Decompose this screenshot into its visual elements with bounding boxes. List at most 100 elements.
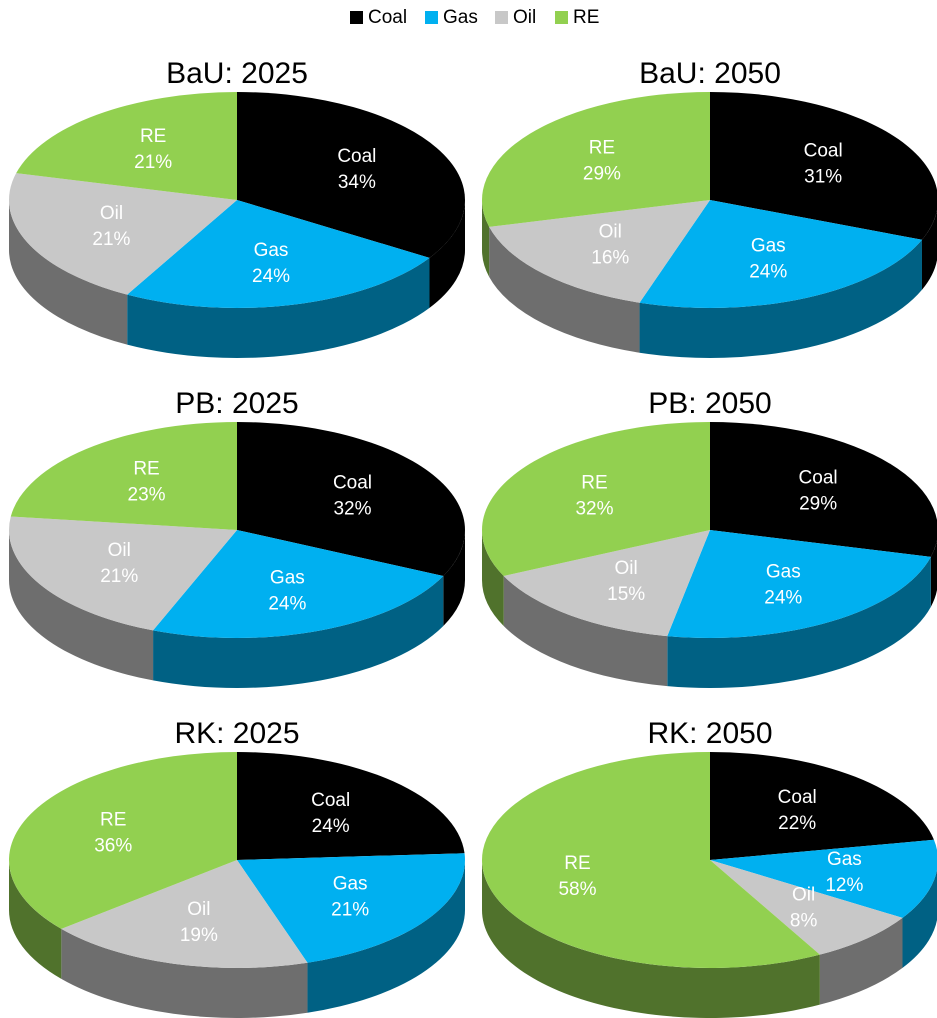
slice <box>710 92 937 240</box>
slice-category: Gas <box>333 873 368 894</box>
legend-swatch <box>555 11 568 24</box>
legend-swatch <box>425 11 438 24</box>
slice <box>482 92 710 227</box>
slice <box>16 92 237 200</box>
slice-category: RE <box>581 472 607 493</box>
slice-category: Gas <box>270 567 305 588</box>
slice-category: Coal <box>311 790 350 811</box>
slice-side <box>921 209 937 290</box>
data-label: 58% <box>558 879 596 900</box>
slice-side <box>482 200 490 277</box>
data-label: 12% <box>825 875 863 896</box>
data-label: 36% <box>94 835 132 856</box>
slice <box>10 422 237 530</box>
slice <box>237 422 466 576</box>
slice-category: RE <box>100 809 126 830</box>
slice-side <box>127 257 430 358</box>
slice <box>710 839 937 918</box>
data-label: 24% <box>749 262 787 283</box>
slice <box>710 422 937 557</box>
chart-title: RK: 2025 <box>174 717 299 750</box>
slice-side <box>443 530 465 626</box>
slice-category: Oil <box>100 203 123 224</box>
slice-side <box>639 239 922 358</box>
slice <box>710 752 934 860</box>
slice <box>237 92 465 258</box>
slice-side <box>482 860 820 1018</box>
data-label: 34% <box>338 172 376 193</box>
slice-category: RE <box>564 853 590 874</box>
slice-category: Coal <box>799 467 838 488</box>
slice-category: Oil <box>599 221 622 242</box>
slice-category: Gas <box>827 849 862 870</box>
slice-side <box>667 556 931 688</box>
legend-label: RE <box>573 7 599 28</box>
slice <box>9 173 237 295</box>
slice-category: Coal <box>333 472 372 493</box>
chart-title: BaU: 2025 <box>166 57 308 90</box>
slice <box>481 752 820 969</box>
chart-title: PB: 2025 <box>175 387 298 420</box>
data-label: 24% <box>764 588 802 609</box>
slice-category: Coal <box>804 141 843 162</box>
slice <box>61 860 308 968</box>
data-label: 21% <box>134 152 172 173</box>
chart-title: BaU: 2050 <box>639 57 781 90</box>
data-label: 21% <box>92 229 130 250</box>
data-label: 24% <box>268 593 306 614</box>
slice <box>667 530 931 639</box>
slice-category: Coal <box>778 787 817 808</box>
slice <box>9 752 238 929</box>
data-label: 22% <box>778 813 816 834</box>
data-label: 24% <box>312 816 350 837</box>
slice-side <box>930 539 937 607</box>
chart-title: RK: 2050 <box>647 717 772 750</box>
slice <box>237 853 465 963</box>
slice <box>503 530 710 637</box>
slice <box>489 200 710 303</box>
slice-side <box>153 575 444 688</box>
data-label: 29% <box>799 493 837 514</box>
slice-category: RE <box>589 137 615 158</box>
slice-side <box>429 200 465 308</box>
slice-side <box>482 530 504 626</box>
slice-side <box>9 530 154 681</box>
slice <box>710 860 903 955</box>
slice-category: Oil <box>108 540 131 561</box>
slice <box>639 200 922 308</box>
data-label: 19% <box>180 925 218 946</box>
legend-label: Coal <box>368 7 407 28</box>
slice <box>153 530 444 638</box>
data-label: 32% <box>333 498 371 519</box>
data-label: 15% <box>607 584 645 605</box>
slice-side <box>489 226 640 353</box>
data-label: 32% <box>575 498 613 519</box>
data-label: 23% <box>128 484 166 505</box>
data-label: 29% <box>583 163 621 184</box>
slice-side <box>61 928 308 1018</box>
legend-swatch <box>495 11 508 24</box>
data-label: 31% <box>804 167 842 188</box>
slice-category: Oil <box>187 899 210 920</box>
data-label: 16% <box>591 247 629 268</box>
slice-side <box>8 860 62 979</box>
slice-category: Oil <box>615 558 638 579</box>
slice-category: Coal <box>337 146 376 167</box>
slice-category: RE <box>140 126 166 147</box>
data-label: 24% <box>252 266 290 287</box>
slice <box>127 200 430 308</box>
legend-label: Oil <box>513 7 536 28</box>
slice-side <box>307 860 466 1013</box>
chart-title: PB: 2050 <box>648 387 771 420</box>
slice-category: Gas <box>766 562 801 583</box>
slice-side <box>902 869 937 968</box>
slice-category: Gas <box>254 240 289 261</box>
slice-side <box>819 917 903 1005</box>
slice-category: Oil <box>792 884 815 905</box>
slice-category: Gas <box>751 236 786 257</box>
slice-side <box>9 200 128 345</box>
data-label: 21% <box>100 566 138 587</box>
slice <box>8 516 237 631</box>
legend-swatch <box>350 11 363 24</box>
